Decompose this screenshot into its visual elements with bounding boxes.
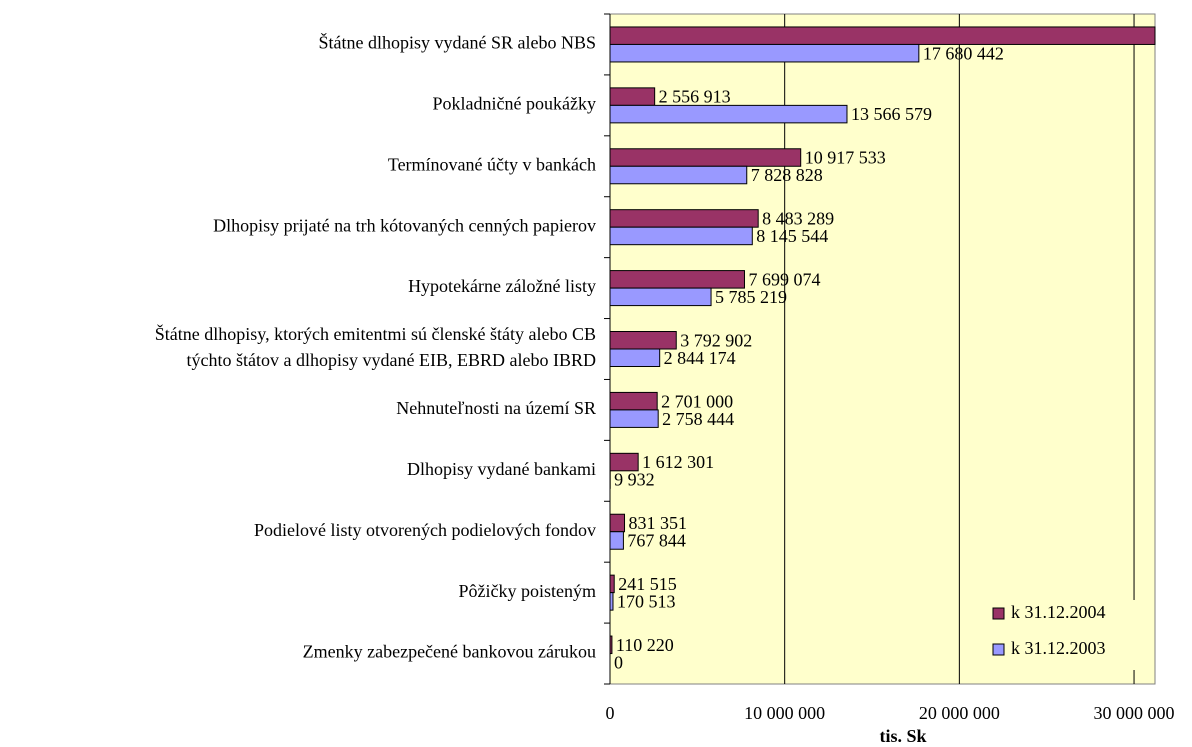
value-label: 3 792 902 [680,330,752,350]
bar [609,635,613,655]
bar [609,452,639,472]
value-label: 170 513 [617,592,676,612]
value-label: 9 932 [614,470,655,490]
value-label: 8 483 289 [762,209,834,229]
y-tick-label: Dlhopisy vydané bankami [407,459,596,479]
value-label: 10 917 533 [805,148,886,168]
y-tick-label-line: Štátne dlhopisy, ktorých emitentmi sú čl… [155,323,596,344]
value-label: 767 844 [627,531,686,551]
bar [609,209,759,228]
bar [609,87,656,106]
bar [609,104,848,124]
bar [609,26,1156,45]
bar [609,513,626,533]
value-label: 0 [614,652,623,672]
bar [609,531,624,550]
value-label: 17 680 442 [923,43,1004,63]
value-label: 5 785 219 [715,287,787,307]
x-tick-label: 30 000 000 [1094,703,1175,723]
bar [609,574,615,594]
value-label: 7 699 074 [748,269,820,289]
y-tick-label: Hypotekárne záložné listy [408,276,596,296]
value-label: 13 566 579 [851,104,932,124]
y-tick-label: Zmenky zabezpečené bankovou zárukou [303,642,596,662]
x-axis-label: tis. Sk [879,726,926,746]
x-tick-label: 10 000 000 [744,703,825,723]
legend-label: k 31.12.2004 [1011,602,1106,622]
y-tick-label: Štátne dlhopisy vydané SR alebo NBS [319,32,597,53]
bar [609,226,753,246]
value-label: 110 220 [616,635,674,655]
bar [609,348,661,367]
bar [609,592,614,611]
value-label: 2 701 000 [661,391,733,411]
legend [985,600,1150,670]
y-tick-label: Podielové listy otvorených podielových f… [254,520,596,540]
y-tick-label: Pokladničné poukážky [433,93,596,113]
value-label: 7 828 828 [751,165,823,185]
value-label: 2 556 913 [659,87,731,107]
x-tick-label: 20 000 000 [919,703,1000,723]
y-tick-label: Štátne dlhopisy, ktorých emitentmi sú čl… [155,323,596,370]
y-tick-label-line: týchto štátov a dlhopisy vydané EIB, EBR… [187,350,596,370]
bar [609,391,658,411]
value-label: 831 351 [629,513,688,533]
legend-swatch [992,607,1005,620]
value-label: 8 145 544 [756,226,828,246]
value-label: 2 844 174 [664,348,736,368]
bar [609,165,748,185]
y-tick-label: Dlhopisy prijaté na trh kótovaných cenný… [213,215,596,235]
bar [609,43,920,63]
plot-area [609,13,1156,685]
y-tick-label: Pôžičky poisteným [459,581,597,601]
value-label: 241 515 [618,574,677,594]
legend-label: k 31.12.2003 [1011,638,1106,658]
x-tick-label: 0 [606,703,615,723]
bar [609,148,802,167]
y-tick-label: Termínované účty v bankách [388,154,596,174]
bar [609,270,745,289]
bar [609,287,712,307]
value-label: 1 612 301 [642,452,714,472]
legend-swatch [992,643,1005,656]
bar [609,409,659,428]
value-label: 2 758 444 [662,409,734,429]
y-tick-label: Nehnuteľnosti na území SR [396,398,596,418]
bar [609,331,677,350]
